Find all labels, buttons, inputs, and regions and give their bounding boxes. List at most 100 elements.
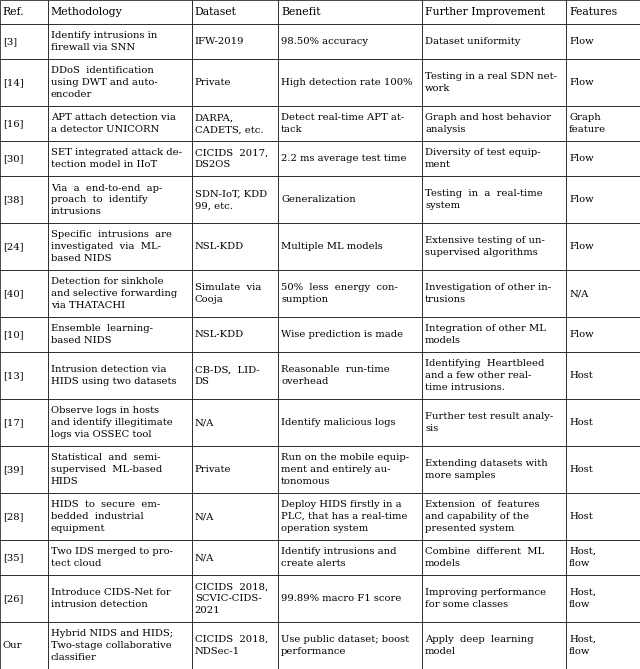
Text: Reasonable  run-time: Reasonable run-time xyxy=(281,365,390,375)
Bar xyxy=(422,399,566,446)
Bar xyxy=(192,141,278,177)
Text: logs via OSSEC tool: logs via OSSEC tool xyxy=(51,430,151,439)
Bar xyxy=(0,575,48,622)
Text: flow: flow xyxy=(569,647,591,656)
Text: [14]: [14] xyxy=(3,78,24,87)
Bar xyxy=(422,0,566,24)
Bar xyxy=(48,399,192,446)
Bar xyxy=(192,223,278,270)
Text: Identifying  Heartbleed: Identifying Heartbleed xyxy=(425,359,545,369)
Text: Wise prediction is made: Wise prediction is made xyxy=(281,330,403,339)
Bar xyxy=(0,177,48,223)
Text: N/A: N/A xyxy=(195,512,214,521)
Bar xyxy=(192,353,278,399)
Text: and identify illegitimate: and identify illegitimate xyxy=(51,418,172,427)
Text: Flow: Flow xyxy=(569,330,594,339)
Text: Graph: Graph xyxy=(569,113,601,122)
Text: Use public dataset; boost: Use public dataset; boost xyxy=(281,635,409,644)
Text: DDoS  identification: DDoS identification xyxy=(51,66,154,76)
Bar xyxy=(566,0,640,24)
Bar xyxy=(422,24,566,60)
Text: classifier: classifier xyxy=(51,653,97,662)
Text: Improving performance: Improving performance xyxy=(425,588,546,597)
Bar xyxy=(192,493,278,540)
Bar xyxy=(48,141,192,177)
Text: Intrusion detection via: Intrusion detection via xyxy=(51,365,166,375)
Bar xyxy=(0,493,48,540)
Text: Generalization: Generalization xyxy=(281,195,356,204)
Text: investigated  via  ML-: investigated via ML- xyxy=(51,242,161,252)
Bar xyxy=(48,540,192,575)
Bar xyxy=(278,141,422,177)
Text: 50%  less  energy  con-: 50% less energy con- xyxy=(281,283,398,292)
Text: HIDS: HIDS xyxy=(51,477,78,486)
Bar xyxy=(422,106,566,141)
Text: 99, etc.: 99, etc. xyxy=(195,201,232,210)
Text: [30]: [30] xyxy=(3,155,23,163)
Text: Identify intrusions in: Identify intrusions in xyxy=(51,31,157,40)
Text: based NIDS: based NIDS xyxy=(51,254,111,263)
Text: N/A: N/A xyxy=(195,418,214,427)
Text: Apply  deep  learning: Apply deep learning xyxy=(425,635,534,644)
Text: flow: flow xyxy=(569,600,591,609)
Text: CICIDS  2018,: CICIDS 2018, xyxy=(195,635,268,644)
Text: Two IDS merged to pro-: Two IDS merged to pro- xyxy=(51,547,173,556)
Text: Dataset uniformity: Dataset uniformity xyxy=(425,37,520,46)
Bar xyxy=(422,177,566,223)
Text: SCVIC-CIDS-: SCVIC-CIDS- xyxy=(195,594,262,603)
Bar xyxy=(48,60,192,106)
Text: [40]: [40] xyxy=(3,289,23,298)
Text: Host: Host xyxy=(569,465,593,474)
Text: HIDS  to  secure  em-: HIDS to secure em- xyxy=(51,500,160,509)
Text: [17]: [17] xyxy=(3,418,23,427)
Bar xyxy=(566,177,640,223)
Bar xyxy=(422,223,566,270)
Bar xyxy=(278,177,422,223)
Bar xyxy=(192,24,278,60)
Text: N/A: N/A xyxy=(569,289,588,298)
Text: work: work xyxy=(425,84,451,93)
Text: supervised algorithms: supervised algorithms xyxy=(425,248,538,258)
Bar xyxy=(278,317,422,353)
Text: create alerts: create alerts xyxy=(281,559,346,568)
Bar xyxy=(422,446,566,493)
Text: Host,: Host, xyxy=(569,588,596,597)
Text: encoder: encoder xyxy=(51,90,92,99)
Bar xyxy=(566,106,640,141)
Text: ment: ment xyxy=(425,161,451,169)
Text: CADETS, etc.: CADETS, etc. xyxy=(195,125,263,134)
Bar xyxy=(422,317,566,353)
Bar xyxy=(278,0,422,24)
Text: Methodology: Methodology xyxy=(51,7,122,17)
Bar xyxy=(422,270,566,317)
Text: Testing in a real SDN net-: Testing in a real SDN net- xyxy=(425,72,557,82)
Text: Multiple ML models: Multiple ML models xyxy=(281,242,383,252)
Bar xyxy=(48,106,192,141)
Text: tect cloud: tect cloud xyxy=(51,559,101,568)
Text: Flow: Flow xyxy=(569,37,594,46)
Bar xyxy=(566,540,640,575)
Text: CICIDS  2017,: CICIDS 2017, xyxy=(195,149,268,157)
Text: Extending datasets with: Extending datasets with xyxy=(425,459,548,468)
Text: more samples: more samples xyxy=(425,471,495,480)
Text: tonomous: tonomous xyxy=(281,477,330,486)
Text: CB-DS,  LID-: CB-DS, LID- xyxy=(195,365,259,375)
Text: Host,: Host, xyxy=(569,547,596,556)
Bar xyxy=(192,270,278,317)
Text: Introduce CIDS-Net for: Introduce CIDS-Net for xyxy=(51,588,170,597)
Text: SET integrated attack de-: SET integrated attack de- xyxy=(51,149,182,157)
Text: Specific  intrusions  are: Specific intrusions are xyxy=(51,230,172,240)
Bar xyxy=(566,446,640,493)
Text: High detection rate 100%: High detection rate 100% xyxy=(281,78,413,87)
Bar xyxy=(278,270,422,317)
Text: Further test result analy-: Further test result analy- xyxy=(425,412,554,421)
Bar xyxy=(0,223,48,270)
Text: Simulate  via: Simulate via xyxy=(195,283,261,292)
Bar xyxy=(278,24,422,60)
Bar xyxy=(422,575,566,622)
Bar xyxy=(48,446,192,493)
Text: Combine  different  ML: Combine different ML xyxy=(425,547,544,556)
Bar xyxy=(0,60,48,106)
Bar xyxy=(48,353,192,399)
Text: Private: Private xyxy=(195,465,231,474)
